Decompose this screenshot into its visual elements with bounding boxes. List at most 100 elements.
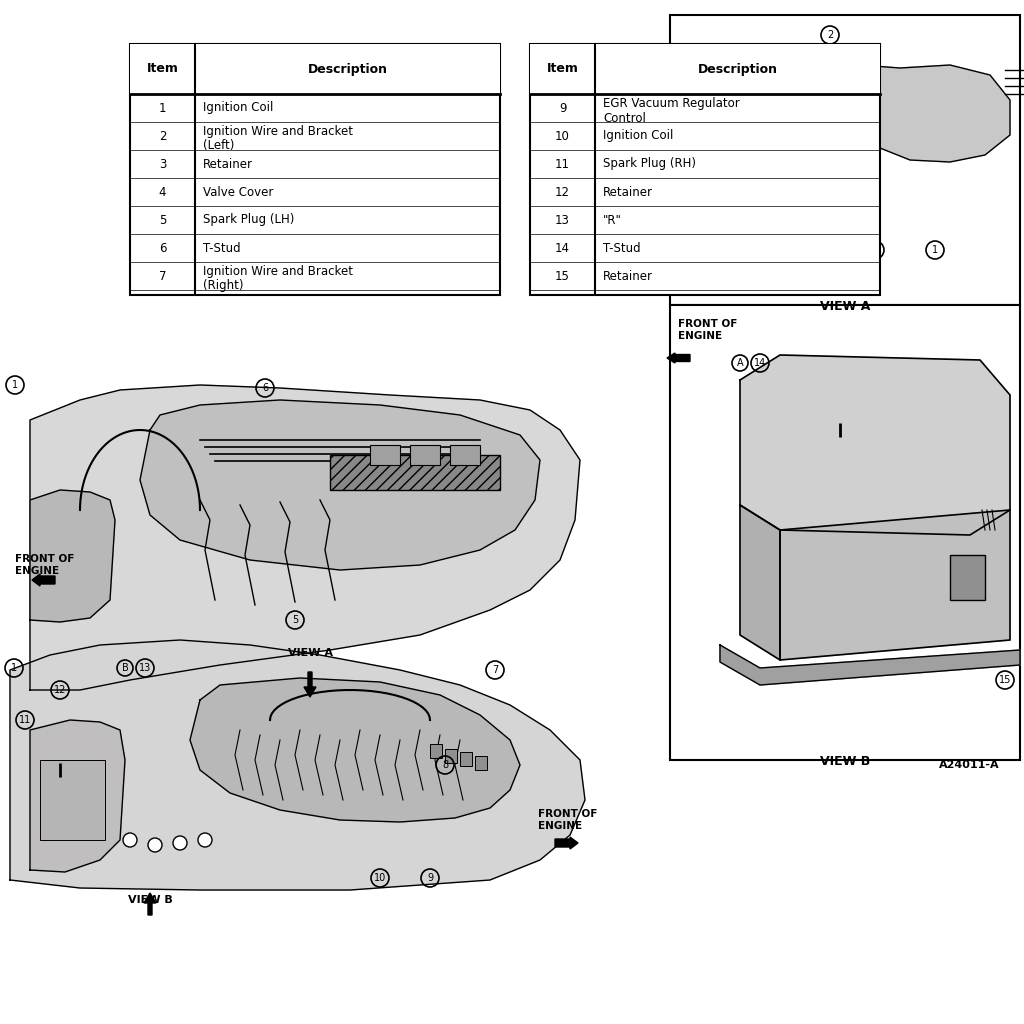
Bar — [330, 455, 500, 490]
Polygon shape — [780, 510, 1010, 660]
Polygon shape — [720, 645, 1020, 685]
Text: 9: 9 — [559, 101, 566, 115]
Bar — [410, 445, 440, 465]
Text: Spark Plug (RH): Spark Plug (RH) — [603, 158, 696, 171]
Text: EGR Vacuum Regulator: EGR Vacuum Regulator — [603, 97, 739, 111]
Text: FRONT OF
ENGINE: FRONT OF ENGINE — [678, 184, 737, 206]
Text: Ignition Coil: Ignition Coil — [203, 101, 273, 115]
FancyArrow shape — [304, 672, 316, 697]
Polygon shape — [685, 55, 800, 148]
Bar — [950, 555, 985, 600]
Text: VIEW B: VIEW B — [820, 755, 870, 768]
Text: 8: 8 — [442, 760, 449, 770]
Bar — [670, 305, 1020, 760]
Text: Control: Control — [603, 112, 646, 125]
Polygon shape — [30, 720, 125, 872]
Text: 14: 14 — [754, 358, 766, 368]
Text: 12: 12 — [54, 685, 67, 695]
Bar — [475, 756, 487, 770]
Text: "R": "R" — [603, 213, 622, 226]
Text: 2: 2 — [826, 30, 834, 40]
Text: 1: 1 — [159, 101, 166, 115]
Text: 7: 7 — [492, 665, 498, 675]
Text: T-Stud: T-Stud — [203, 242, 241, 255]
Circle shape — [198, 833, 212, 847]
Text: 3: 3 — [159, 158, 166, 171]
Polygon shape — [740, 505, 780, 660]
Text: VIEW B: VIEW B — [128, 895, 172, 905]
Bar — [460, 752, 472, 766]
Text: Spark Plug (LH): Spark Plug (LH) — [203, 213, 294, 226]
Polygon shape — [10, 640, 585, 890]
Text: 1: 1 — [11, 663, 17, 673]
Text: Item: Item — [547, 62, 579, 76]
Text: 5: 5 — [159, 213, 166, 226]
Bar — [530, 44, 880, 94]
Polygon shape — [30, 490, 115, 622]
Text: Ignition Coil: Ignition Coil — [603, 129, 674, 142]
Text: Valve Cover: Valve Cover — [203, 185, 273, 199]
Text: (Left): (Left) — [203, 139, 234, 153]
Polygon shape — [30, 385, 580, 690]
Polygon shape — [140, 400, 540, 570]
Text: VIEW A: VIEW A — [820, 300, 870, 313]
Circle shape — [148, 838, 162, 852]
Text: 2: 2 — [159, 129, 166, 142]
Text: Ignition Wire and Bracket: Ignition Wire and Bracket — [203, 265, 353, 279]
Text: FRONT OF
ENGINE: FRONT OF ENGINE — [15, 554, 75, 575]
Text: 11: 11 — [555, 158, 570, 171]
Text: FRONT OF
ENGINE: FRONT OF ENGINE — [538, 809, 597, 830]
Text: T-Stud: T-Stud — [603, 242, 641, 255]
Circle shape — [123, 833, 137, 847]
Text: 15: 15 — [555, 269, 570, 283]
FancyArrow shape — [667, 353, 690, 362]
Text: FRONT OF
ENGINE: FRONT OF ENGINE — [678, 319, 737, 341]
Bar — [450, 445, 480, 465]
Text: 6: 6 — [262, 383, 268, 393]
Bar — [670, 15, 1020, 305]
Text: 11: 11 — [18, 715, 31, 725]
Text: 12: 12 — [555, 185, 570, 199]
Text: A: A — [736, 358, 743, 368]
Text: 9: 9 — [872, 245, 878, 255]
FancyArrow shape — [555, 837, 578, 849]
Text: Item: Item — [146, 62, 178, 76]
Text: 13: 13 — [139, 663, 152, 673]
Text: VIEW A: VIEW A — [288, 648, 333, 658]
Text: Retainer: Retainer — [603, 269, 653, 283]
Text: 5: 5 — [292, 615, 298, 625]
Text: Ignition Wire and Bracket: Ignition Wire and Bracket — [203, 126, 353, 138]
Text: 14: 14 — [555, 242, 570, 255]
Text: (Right): (Right) — [203, 280, 244, 293]
Bar — [370, 445, 400, 465]
Text: 1: 1 — [932, 245, 938, 255]
Bar — [40, 760, 105, 840]
Text: Description: Description — [307, 62, 387, 76]
Text: Retainer: Retainer — [603, 185, 653, 199]
Text: 10: 10 — [555, 129, 570, 142]
Text: A24011-A: A24011-A — [939, 760, 1000, 770]
Bar — [130, 44, 500, 94]
Text: 6: 6 — [159, 242, 166, 255]
FancyArrow shape — [144, 893, 156, 915]
Text: 9: 9 — [427, 873, 433, 883]
Circle shape — [173, 836, 187, 850]
Polygon shape — [740, 355, 1010, 535]
Text: 4: 4 — [159, 185, 166, 199]
Text: Description: Description — [697, 62, 777, 76]
Text: 7: 7 — [159, 269, 166, 283]
FancyArrow shape — [700, 213, 726, 223]
FancyArrow shape — [32, 574, 55, 586]
Bar — [530, 44, 880, 295]
Bar — [445, 749, 457, 763]
Text: 1: 1 — [12, 380, 18, 390]
Bar — [430, 744, 442, 758]
Bar — [130, 44, 500, 295]
Polygon shape — [190, 678, 520, 822]
Text: 10: 10 — [374, 873, 386, 883]
Polygon shape — [850, 55, 1010, 162]
Text: 13: 13 — [555, 213, 570, 226]
Text: B: B — [122, 663, 128, 673]
Text: 15: 15 — [998, 675, 1011, 685]
Text: Retainer: Retainer — [203, 158, 253, 171]
